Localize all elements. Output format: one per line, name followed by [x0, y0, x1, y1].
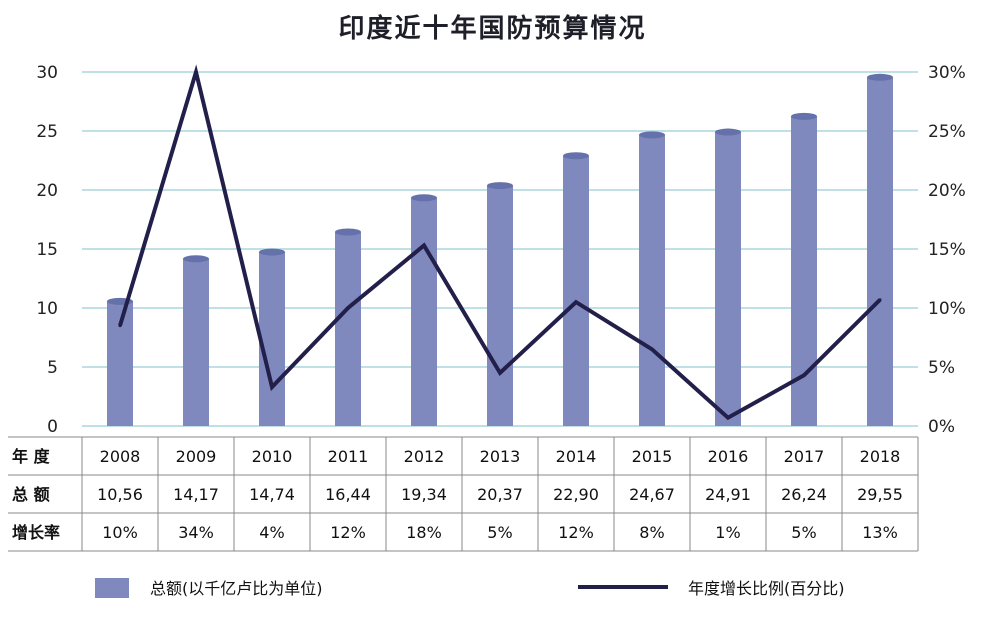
bar-cap [259, 248, 285, 256]
table-cell: 2008 [100, 447, 141, 466]
table-cell: 1% [715, 523, 740, 542]
table-cell: 24,67 [629, 485, 675, 504]
bar [563, 155, 589, 426]
line-point [878, 298, 882, 302]
y-right-tick-label: 20% [928, 181, 966, 201]
bar-cap [791, 112, 817, 120]
table-cell: 2011 [328, 447, 369, 466]
table-row-label: 增长率 [12, 523, 60, 542]
table-cell: 10% [102, 523, 138, 542]
y-right-tick-label: 10% [928, 299, 966, 319]
bar-cap [715, 128, 741, 136]
table-cell: 2016 [708, 447, 749, 466]
table-cell: 5% [791, 523, 816, 542]
legend-bar-swatch [95, 578, 129, 598]
bar [335, 232, 361, 426]
y-left-tick-label: 15 [36, 240, 58, 260]
bar [183, 258, 209, 426]
bar-cap [563, 152, 589, 160]
bar-cap [183, 255, 209, 263]
line-point [498, 371, 502, 375]
y-left-tick-label: 30 [36, 63, 58, 83]
bar-cap [867, 73, 893, 81]
y-right-tick-label: 30% [928, 63, 966, 83]
bar-cap [411, 194, 437, 202]
bar [259, 252, 285, 426]
table-cell: 4% [259, 523, 284, 542]
table-cell: 22,90 [553, 485, 599, 504]
table-cell: 34% [178, 523, 214, 542]
y-left-tick-label: 25 [36, 122, 58, 142]
table-cell: 2014 [556, 447, 597, 466]
line-point [726, 416, 730, 420]
bar [867, 77, 893, 426]
table-cell: 10,56 [97, 485, 143, 504]
line-point [650, 347, 654, 351]
table-cell: 12% [558, 523, 594, 542]
line-point [346, 306, 350, 310]
bar [715, 132, 741, 426]
table-cell: 24,91 [705, 485, 751, 504]
table-cell: 14,17 [173, 485, 219, 504]
table-cell: 12% [330, 523, 366, 542]
table-cell: 13% [862, 523, 898, 542]
y-right-tick-label: 0% [928, 417, 955, 437]
table-cell: 2018 [860, 447, 901, 466]
table-cell: 2012 [404, 447, 445, 466]
line-point [194, 70, 198, 74]
bar [639, 134, 665, 427]
legend-line-label: 年度增长比例(百分比) [688, 579, 845, 598]
table-cell: 2017 [784, 447, 825, 466]
y-right-tick-label: 5% [928, 358, 955, 378]
bar [487, 185, 513, 426]
y-left-tick-label: 10 [36, 299, 58, 319]
legend-bar-label: 总额(以千亿卢比为单位) [150, 579, 323, 598]
table-cell: 2015 [632, 447, 673, 466]
table-row-label: 年 度 [12, 447, 51, 466]
table-cell: 8% [639, 523, 664, 542]
table-cell: 16,44 [325, 485, 371, 504]
y-left-tick-label: 5 [47, 358, 58, 378]
table-cell: 5% [487, 523, 512, 542]
bar-cap [487, 182, 513, 190]
y-left-tick-label: 20 [36, 181, 58, 201]
chart-title: 印度近十年国防预算情况 [338, 14, 647, 44]
table-cell: 18% [406, 523, 442, 542]
line-point [118, 324, 122, 328]
table-cell: 26,24 [781, 485, 827, 504]
line-point [270, 385, 274, 389]
table-cell: 2010 [252, 447, 293, 466]
line-point [422, 243, 426, 247]
line-point [802, 373, 806, 377]
y-left-tick-label: 0 [47, 417, 58, 437]
table-cell: 20,37 [477, 485, 523, 504]
table-cell: 2013 [480, 447, 521, 466]
table-cell: 2009 [176, 447, 217, 466]
table-cell: 19,34 [401, 485, 447, 504]
line-point [574, 300, 578, 304]
bar-cap [639, 131, 665, 139]
table-cell: 29,55 [857, 485, 903, 504]
table-row-label: 总 额 [12, 485, 50, 504]
table-cell: 14,74 [249, 485, 295, 504]
bar [411, 197, 437, 426]
y-right-tick-label: 15% [928, 240, 966, 260]
y-right-tick-label: 25% [928, 122, 966, 142]
bar-cap [335, 228, 361, 236]
